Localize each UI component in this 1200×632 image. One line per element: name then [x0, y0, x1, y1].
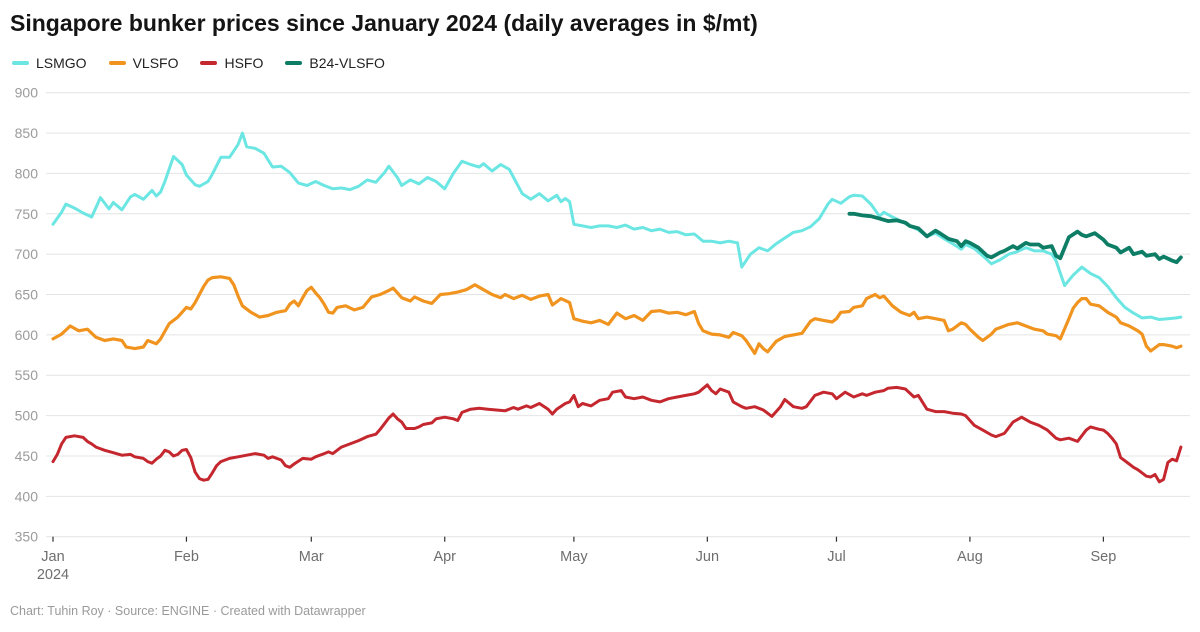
lsmgo-line: [51, 131, 1183, 321]
x-axis-label-jun: Jun: [696, 549, 719, 565]
chart-legend: LSMGO VLSFO HSFO B24-VLSFO: [12, 55, 385, 71]
y-axis-label-750: 750: [15, 206, 39, 222]
legend-swatch-icon: [200, 61, 218, 65]
x-axis-label-sep: Sep: [1090, 549, 1116, 565]
y-axis-label-600: 600: [15, 327, 39, 343]
legend-swatch-icon: [12, 61, 29, 65]
legend-label: VLSFO: [132, 55, 179, 71]
y-axis-label-650: 650: [15, 287, 39, 303]
x-axis-label-may: May: [560, 549, 588, 565]
y-axis-label-700: 700: [15, 246, 39, 262]
legend-label: HSFO: [224, 55, 264, 71]
legend-swatch-icon: [108, 61, 126, 65]
chart-footer: Chart: Tuhin Roy · Source: ENGINE · Crea…: [10, 604, 366, 618]
y-axis-label-900: 900: [15, 85, 39, 101]
x-axis-label-feb: Feb: [174, 549, 199, 565]
legend-label: B24-VLSFO: [309, 55, 385, 71]
b24-vlsfo-line: [847, 211, 1183, 265]
y-axis-label-550: 550: [15, 367, 39, 383]
legend-label: LSMGO: [36, 55, 87, 71]
y-axis-label-500: 500: [15, 408, 39, 424]
legend-item-lsmgo: LSMGO: [12, 55, 87, 71]
x-axis-label-jul: Jul: [827, 549, 846, 565]
y-axis-label-850: 850: [15, 125, 39, 141]
y-axis-label-400: 400: [15, 488, 39, 504]
y-axis-label-350: 350: [15, 529, 39, 545]
chart-title: Singapore bunker prices since January 20…: [10, 10, 758, 36]
vlsfo-line: [51, 275, 1183, 355]
hsfo-line: [51, 383, 1183, 484]
legend-item-vlsfo: VLSFO: [108, 55, 179, 71]
legend-swatch-icon: [285, 61, 303, 65]
x-axis-label-apr: Apr: [433, 549, 456, 565]
x-axis-label-mar: Mar: [299, 549, 324, 565]
y-axis-label-450: 450: [15, 448, 39, 464]
x-axis-label-jan: Jan: [41, 549, 64, 565]
x-axis-label-aug: Aug: [957, 549, 983, 565]
legend-item-b24-vlsfo: B24-VLSFO: [285, 55, 385, 71]
y-axis-label-800: 800: [15, 165, 39, 181]
legend-item-hsfo: HSFO: [200, 55, 263, 71]
x-axis-sublabel-2024: 2024: [37, 567, 69, 583]
